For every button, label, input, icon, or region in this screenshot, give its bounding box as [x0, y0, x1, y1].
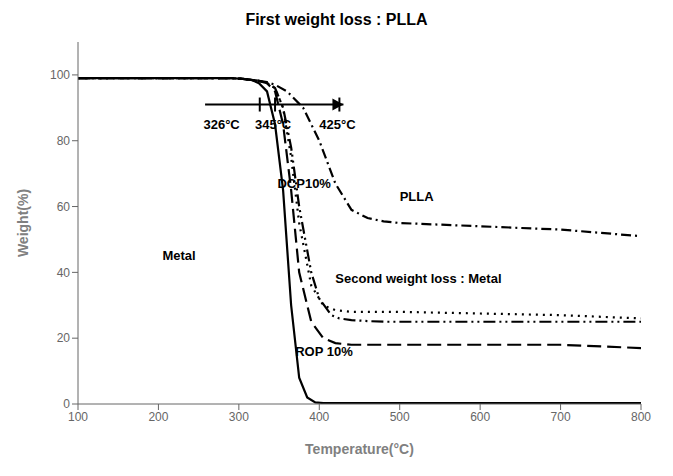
svg-text:425°C: 425°C [319, 117, 356, 132]
svg-text:60: 60 [57, 200, 71, 214]
svg-text:200: 200 [148, 410, 168, 424]
svg-text:Second weight loss : Metal: Second weight loss : Metal [335, 271, 501, 286]
svg-text:20: 20 [57, 331, 71, 345]
svg-text:DCP10%: DCP10% [277, 176, 331, 191]
svg-text:400: 400 [309, 410, 329, 424]
svg-text:500: 500 [390, 410, 410, 424]
svg-text:40: 40 [57, 266, 71, 280]
svg-text:300: 300 [229, 410, 249, 424]
svg-text:Metal: Metal [162, 248, 195, 263]
svg-text:600: 600 [470, 410, 490, 424]
html-text:First weight loss : PLLA: First weight loss : PLLA [245, 11, 428, 28]
svg-text:Temperature(°C): Temperature(°C) [305, 441, 414, 457]
svg-text:100: 100 [68, 410, 88, 424]
svg-text:345°C: 345°C [255, 117, 292, 132]
svg-text:326°C: 326°C [203, 117, 240, 132]
svg-text:Weight(%): Weight(%) [15, 189, 31, 257]
svg-text:0: 0 [63, 397, 70, 411]
svg-text:PLLA: PLLA [400, 189, 435, 204]
svg-text:700: 700 [551, 410, 571, 424]
svg-text:100: 100 [50, 68, 70, 82]
svg-text:800: 800 [631, 410, 651, 424]
svg-text:80: 80 [57, 134, 71, 148]
svg-text:ROP 10%: ROP 10% [295, 344, 353, 359]
